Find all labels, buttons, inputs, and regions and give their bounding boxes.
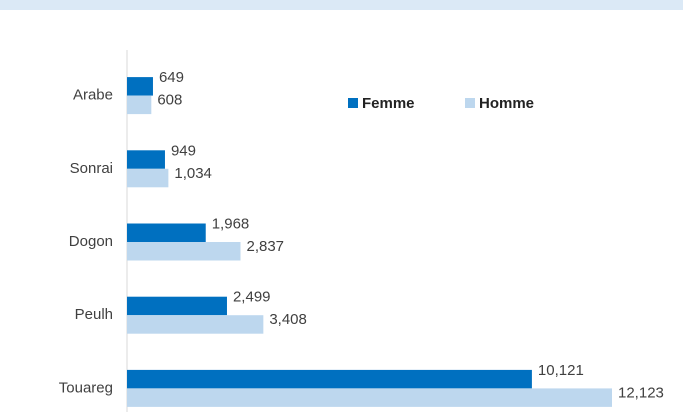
legend-label: Femme: [362, 95, 415, 112]
value-label: 1,034: [174, 165, 212, 182]
bar: [127, 242, 241, 261]
bar: [127, 150, 165, 169]
y-tick-label: Touareg: [59, 379, 113, 396]
bar: [127, 296, 227, 316]
header-strip: [0, 0, 683, 10]
value-label: 2,837: [246, 238, 284, 255]
value-label: 949: [171, 142, 196, 159]
legend-label: Homme: [479, 95, 534, 112]
bar: [127, 388, 612, 407]
value-label: 608: [157, 92, 182, 109]
value-label: 2,499: [233, 289, 271, 306]
value-label: 12,123: [618, 384, 664, 401]
value-label: 1,968: [212, 215, 250, 232]
y-tick-label: Dogon: [69, 233, 113, 250]
bar: [127, 369, 532, 389]
bar: [127, 223, 206, 242]
bar: [127, 315, 264, 334]
value-label: 649: [159, 69, 184, 86]
y-tick-label: Peulh: [75, 306, 113, 323]
value-label: 10,121: [538, 362, 584, 379]
bar: [127, 77, 153, 96]
y-tick-label: Arabe: [73, 87, 113, 104]
legend-swatch: [348, 98, 358, 108]
bar: [127, 95, 152, 115]
y-tick-label: Sonrai: [70, 160, 113, 177]
bar: [127, 168, 169, 188]
value-label: 3,408: [269, 311, 307, 328]
legend-swatch: [465, 98, 475, 108]
